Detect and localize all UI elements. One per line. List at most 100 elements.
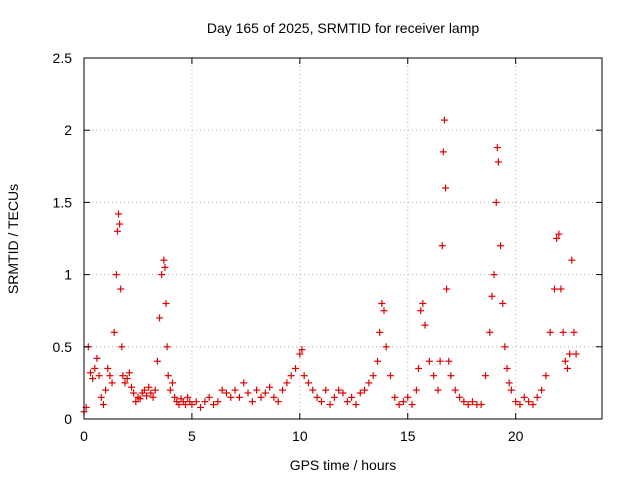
data-point <box>456 393 464 401</box>
x-tick-label: 5 <box>188 428 196 444</box>
grid <box>84 58 602 419</box>
data-point <box>140 386 148 394</box>
data-point <box>106 372 114 380</box>
data-point <box>399 398 407 406</box>
data-point <box>507 386 515 394</box>
data-point <box>118 343 126 351</box>
data-point <box>492 198 500 206</box>
data-point <box>115 210 123 218</box>
data-point <box>86 369 94 377</box>
data-point <box>443 285 451 293</box>
data-point <box>235 393 243 401</box>
data-point <box>184 393 192 401</box>
data-point <box>533 393 541 401</box>
data-point <box>161 263 169 271</box>
data-point <box>113 227 121 235</box>
data-point <box>451 386 459 394</box>
data-point <box>490 271 498 279</box>
data-point <box>192 398 200 406</box>
data-point <box>210 401 217 409</box>
data-point <box>404 393 412 401</box>
data-point <box>257 393 265 401</box>
data-point <box>499 299 507 307</box>
data-point <box>99 401 107 409</box>
data-point <box>486 328 494 336</box>
data-point <box>365 379 373 387</box>
data-point <box>493 144 501 152</box>
data-point <box>244 389 252 397</box>
data-point <box>442 184 450 192</box>
data-point <box>343 398 351 406</box>
data-point <box>408 401 416 409</box>
data-point <box>91 364 99 372</box>
x-axis-tick-labels: 0 5 10 15 20 <box>80 428 524 444</box>
data-point <box>497 242 505 250</box>
data-point <box>436 357 444 365</box>
data-point <box>376 328 384 336</box>
plot-frame <box>83 57 603 420</box>
data-point <box>188 401 196 409</box>
data-point <box>93 354 101 362</box>
data-point <box>439 148 447 156</box>
data-point <box>386 372 394 380</box>
data-point <box>378 299 386 307</box>
data-point <box>130 389 138 397</box>
data-point <box>97 393 105 401</box>
data-point <box>222 389 230 397</box>
data-point <box>335 386 343 394</box>
data-point <box>434 386 442 394</box>
data-point <box>356 389 364 397</box>
data-point <box>481 372 489 380</box>
data-point <box>298 346 306 354</box>
data-point <box>460 398 468 406</box>
data-point <box>110 328 118 336</box>
data-point <box>283 379 291 387</box>
data-point <box>116 220 124 228</box>
data-point <box>503 364 511 372</box>
data-point <box>143 392 151 400</box>
data-point <box>279 386 287 394</box>
data-point <box>127 383 135 391</box>
data-point <box>557 285 565 293</box>
data-point <box>529 401 537 409</box>
data-point <box>266 383 274 391</box>
data-point <box>326 401 334 409</box>
data-point <box>151 386 159 394</box>
data-point <box>430 372 438 380</box>
data-point <box>512 398 520 406</box>
data-point <box>205 393 213 401</box>
data-point <box>171 393 179 401</box>
data-point <box>494 158 502 166</box>
data-point <box>313 393 321 401</box>
data-point <box>248 398 256 406</box>
data-point <box>348 393 356 401</box>
y-tick-label: 0 <box>64 411 72 427</box>
data-point <box>145 383 153 391</box>
data-point <box>419 299 427 307</box>
data-point <box>572 350 580 358</box>
data-point <box>555 230 563 238</box>
data-point <box>201 398 209 406</box>
data-point <box>551 285 559 293</box>
y-axis-label: SRMTID / TECUs <box>5 184 21 294</box>
y-tick-label: 1.5 <box>53 194 73 210</box>
data-point <box>546 328 554 336</box>
data-point <box>121 379 129 387</box>
data-point <box>330 393 338 401</box>
data-point <box>163 343 171 351</box>
data-point <box>175 401 183 409</box>
data-point <box>469 398 476 406</box>
y-axis-tick-labels: 0 0.5 1 1.5 2 2.5 <box>53 50 73 427</box>
data-point <box>570 328 578 336</box>
y-tick-label: 2 <box>64 122 72 138</box>
data-point <box>542 372 550 380</box>
data-point <box>181 401 189 409</box>
data-point <box>322 386 330 394</box>
data-point <box>117 285 125 293</box>
data-point <box>417 307 425 315</box>
data-point <box>147 389 155 397</box>
data-point <box>112 271 120 279</box>
data-point <box>525 398 533 406</box>
data-point <box>501 343 509 351</box>
